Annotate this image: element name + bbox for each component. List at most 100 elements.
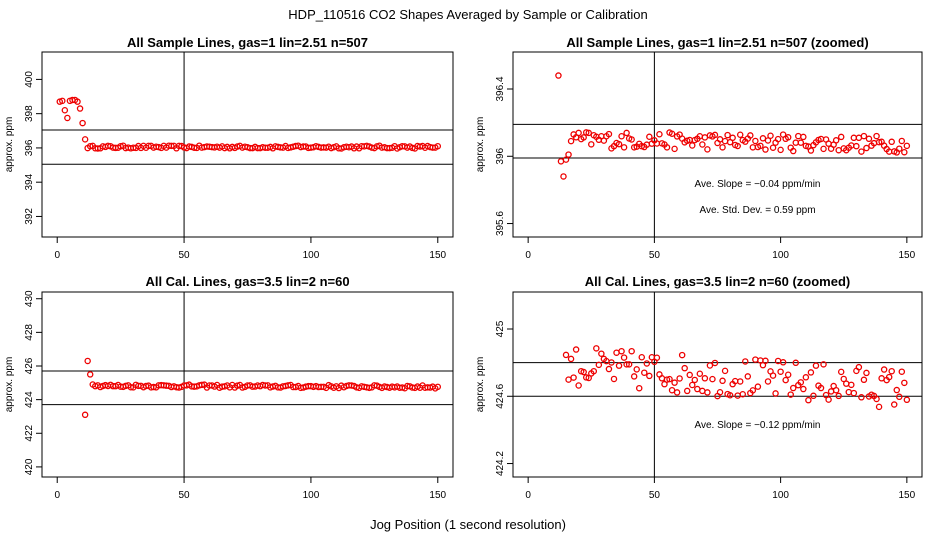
data-point bbox=[706, 362, 714, 369]
annotation: Ave. Slope = −0.04 ppm/min bbox=[694, 179, 820, 190]
data-point bbox=[734, 392, 741, 399]
y-tick-label: 425 bbox=[495, 320, 506, 337]
data-point bbox=[890, 401, 898, 408]
data-point bbox=[76, 105, 84, 112]
data-point bbox=[560, 173, 567, 180]
data-point bbox=[742, 358, 749, 365]
data-point bbox=[858, 148, 865, 155]
data-point bbox=[726, 392, 734, 399]
data-point bbox=[817, 384, 825, 392]
data-point bbox=[865, 135, 873, 143]
data-point bbox=[595, 361, 603, 369]
data-point bbox=[618, 347, 625, 355]
data-point bbox=[64, 114, 71, 122]
data-point bbox=[873, 395, 880, 403]
data-point bbox=[671, 145, 678, 153]
data-point bbox=[608, 359, 615, 366]
data-point bbox=[633, 366, 640, 373]
data-point bbox=[845, 388, 853, 396]
data-point bbox=[582, 374, 590, 381]
data-point bbox=[719, 144, 726, 151]
x-tick-label: 150 bbox=[429, 250, 446, 261]
data-point bbox=[585, 129, 592, 137]
data-point bbox=[623, 361, 630, 368]
data-point bbox=[873, 132, 880, 140]
data-point bbox=[759, 135, 767, 142]
chart-panel-3: All Cal. Lines, gas=3.5 lin=2 n=60 0 50 100… bbox=[4, 274, 454, 501]
data-point bbox=[555, 72, 562, 79]
data-point bbox=[59, 97, 66, 105]
data-point bbox=[620, 144, 628, 151]
data-point bbox=[752, 356, 759, 363]
x-tick-label: 150 bbox=[429, 490, 446, 501]
data-point bbox=[789, 384, 797, 392]
data-point bbox=[832, 386, 840, 394]
x-tick-label: 150 bbox=[899, 490, 916, 501]
data-point bbox=[567, 137, 575, 145]
y-tick-label: 426 bbox=[24, 357, 35, 374]
data-point bbox=[618, 133, 625, 140]
data-point bbox=[668, 386, 676, 394]
data-point bbox=[691, 376, 699, 384]
x-tick-label: 50 bbox=[649, 250, 661, 261]
data-point bbox=[666, 375, 673, 383]
data-point bbox=[779, 359, 787, 366]
panel-title: All Sample Lines, gas=1 lin=2.51 n=507 (… bbox=[566, 35, 868, 50]
x-tick-label: 0 bbox=[525, 250, 531, 261]
data-point bbox=[782, 376, 789, 384]
data-point bbox=[656, 130, 663, 138]
data-point bbox=[802, 374, 810, 381]
data-point bbox=[721, 137, 729, 145]
y-tick-label: 430 bbox=[24, 290, 35, 307]
data-point bbox=[653, 354, 661, 362]
data-point bbox=[729, 134, 736, 142]
y-tick-label: 398 bbox=[24, 105, 35, 122]
data-point bbox=[168, 142, 175, 150]
data-point bbox=[837, 368, 845, 376]
y-tick-label: 394 bbox=[24, 173, 35, 190]
panel-title: All Cal. Lines, gas=3.5 lin=2 n=60 bbox=[145, 274, 349, 289]
data-point bbox=[716, 388, 724, 396]
data-point bbox=[812, 362, 820, 369]
x-tick-label: 50 bbox=[179, 490, 191, 501]
data-point bbox=[863, 144, 870, 152]
data-point bbox=[797, 139, 805, 146]
data-point bbox=[757, 142, 764, 150]
data-point bbox=[582, 129, 590, 136]
data-point bbox=[754, 383, 762, 390]
data-point bbox=[835, 392, 842, 400]
data-point bbox=[744, 373, 752, 380]
y-tick-label: 424.6 bbox=[495, 383, 506, 408]
main-title: HDP_110516 CO2 Shapes Averaged by Sample… bbox=[288, 7, 647, 22]
annotation: Ave. Std. Dev. = 0.59 ppm bbox=[699, 205, 815, 216]
x-tick-label: 100 bbox=[303, 250, 320, 261]
data-point bbox=[820, 145, 827, 153]
data-point bbox=[888, 138, 895, 146]
data-point bbox=[598, 350, 605, 357]
data-point bbox=[668, 130, 676, 137]
y-axis-label: approx. ppm bbox=[4, 117, 15, 173]
y-axis-label: approx. ppm bbox=[475, 117, 486, 173]
data-point bbox=[719, 377, 726, 385]
data-point bbox=[880, 366, 888, 373]
data-point bbox=[711, 131, 719, 139]
data-point bbox=[658, 375, 666, 382]
data-point bbox=[721, 367, 729, 375]
data-point bbox=[774, 135, 782, 143]
y-tick-label: 400 bbox=[24, 71, 35, 88]
annotation: Ave. Slope = −0.12 ppm/min bbox=[694, 420, 820, 431]
data-point bbox=[784, 371, 792, 378]
data-point bbox=[797, 379, 805, 386]
data-point bbox=[837, 133, 845, 141]
data-point bbox=[795, 132, 802, 140]
data-point bbox=[769, 144, 777, 151]
x-axis-label: Jog Position (1 second resolution) bbox=[370, 517, 566, 532]
data-point bbox=[615, 140, 623, 148]
data-point bbox=[807, 147, 815, 154]
data-point bbox=[81, 136, 89, 143]
data-point bbox=[896, 145, 903, 152]
data-point bbox=[567, 355, 575, 363]
data-point bbox=[850, 389, 858, 397]
y-tick-label: 428 bbox=[24, 324, 35, 341]
